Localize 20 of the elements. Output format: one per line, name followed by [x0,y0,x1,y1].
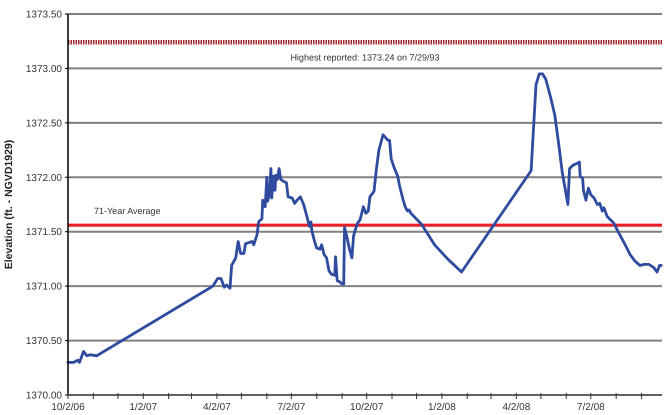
x-tick-label: 10/2/07 [350,402,384,413]
line-series [66,72,663,364]
y-tick-label: 1371.50 [26,227,62,238]
x-tick-label: 1/2/08 [428,402,456,413]
y-tick-label: 1371.00 [26,282,62,293]
y-tick-label: 1370.50 [26,336,62,348]
x-tick-label: 10/2/06 [51,402,86,413]
y-tick-label: 1370.00 [26,390,62,402]
y-axis-title: Elevation (ft. - NGVD1929) [3,140,15,270]
y-tick-label: 1372.00 [26,172,62,184]
x-tick-label: 7/2/07 [277,402,306,413]
y-tick-label: 1373.50 [26,10,62,20]
x-tick-label: 7/2/08 [576,402,606,413]
y-tick-label: 1373.00 [26,64,62,75]
x-tick-label: 4/2/08 [502,402,531,413]
ref-line-label: 71-Year Average [94,206,161,216]
x-tick-label: 1/2/07 [129,402,158,413]
ref-line-label: Highest reported: 1373.24 on 7/29/93 [290,52,440,62]
y-tick-label: 1372.50 [26,118,62,130]
x-tick-label: 4/2/07 [203,402,232,413]
